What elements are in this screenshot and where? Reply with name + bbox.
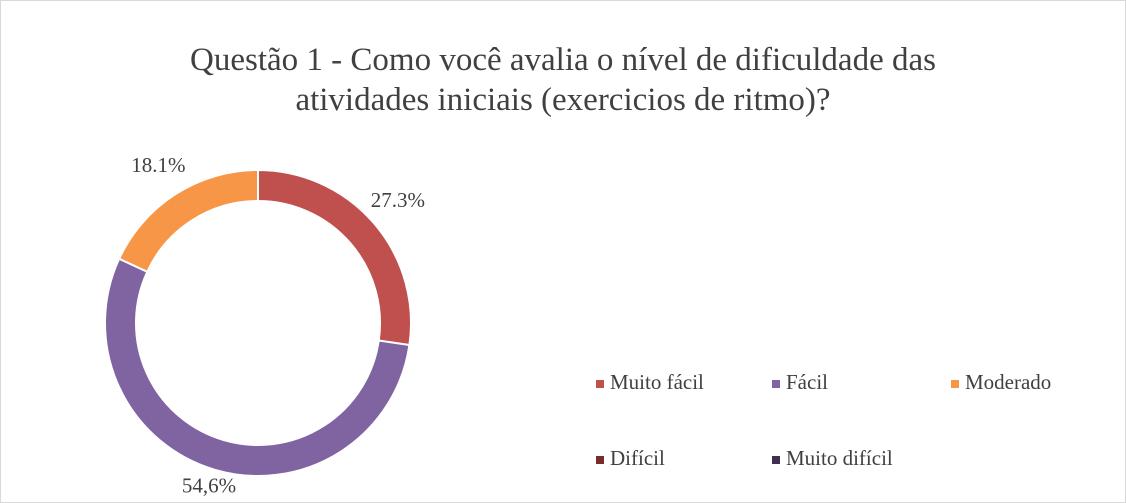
legend-label: Muito difícil <box>786 446 893 470</box>
data-label: 18.1% <box>131 153 185 177</box>
legend-marker <box>951 380 959 388</box>
chart-title: Questão 1 - Como você avalia o nível de … <box>190 42 936 118</box>
legend-marker <box>596 456 604 464</box>
data-label: 27.3% <box>371 188 425 212</box>
legend-label: Difícil <box>610 446 665 470</box>
legend-label: Moderado <box>965 370 1051 394</box>
legend-marker <box>772 380 780 388</box>
legend-marker <box>596 380 604 388</box>
legend-label: Muito fácil <box>610 370 704 394</box>
legend-label: Fácil <box>786 370 828 394</box>
donut-slice <box>117 168 259 274</box>
data-label: 54,6% <box>182 474 236 498</box>
donut-slice <box>104 257 411 477</box>
legend-marker <box>772 456 780 464</box>
